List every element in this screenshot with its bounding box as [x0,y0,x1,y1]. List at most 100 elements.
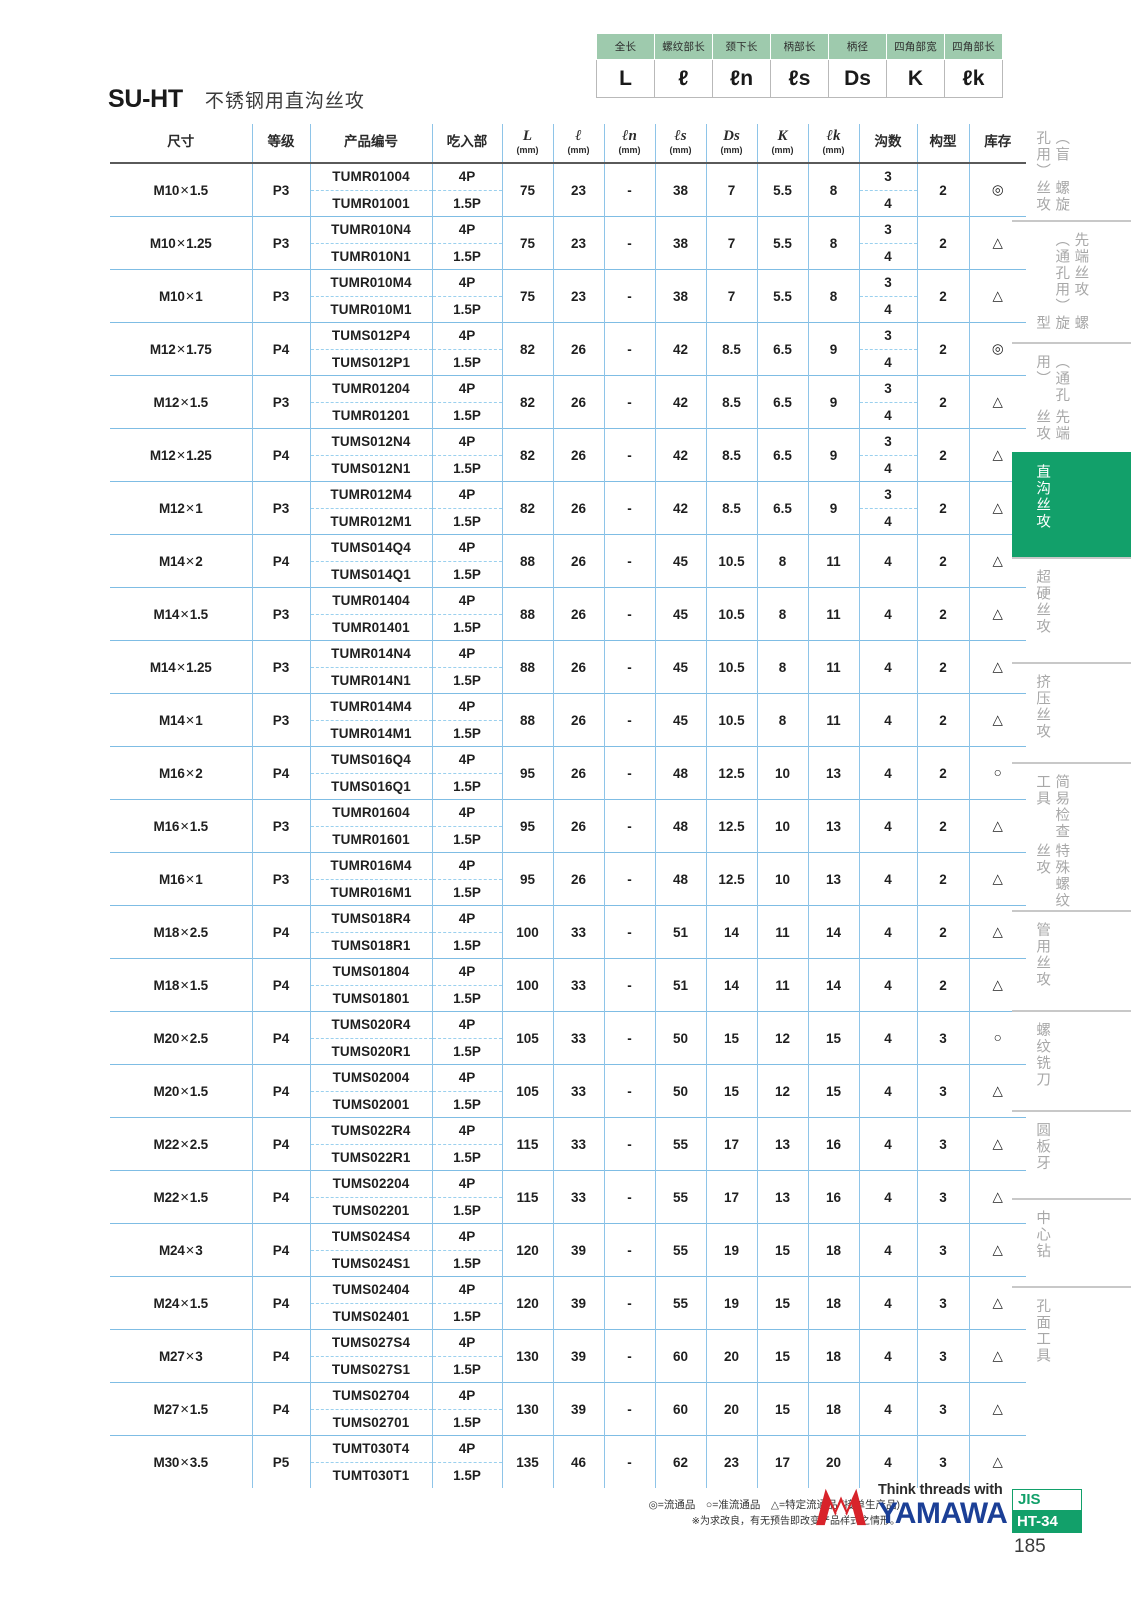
cell-length-ls: 60 [654,1382,706,1436]
cell-length-ln: - [603,534,655,588]
cell-grade: P3 [251,640,310,694]
cell-square-width-K: 12 [756,1011,808,1065]
chamfer-value: 1.5P [432,402,502,428]
cell-product-codes: TUMS01804 TUMS01801 [309,958,432,1012]
rail-item-2[interactable]: 先端丝攻 （通孔用） [1012,342,1131,452]
table-row: M22×1.5 P4 TUMS02204 TUMS02201 4P 1.5P 115 33-5… [110,1170,1026,1224]
cell-construction-type: 2 [916,534,969,588]
column-header-4: L (mm) [501,124,553,165]
table-row: M20×1.5 P4 TUMS02004 TUMS02001 4P 1.5P 105 33-5… [110,1064,1026,1118]
cell-length-L: 88 [501,640,553,694]
cell-construction-type: 3 [916,1223,969,1277]
cell-length-L: 120 [501,1276,553,1330]
rail-item-11[interactable]: 孔面工具 [1012,1286,1131,1376]
chamfer-value: 4P [458,964,476,980]
cell-product-codes: TUMR014N4 TUMR014N1 [309,640,432,694]
cell-stock-status: △ [968,1435,1026,1489]
product-code: TUMR01604 [332,805,410,821]
cell-stock-status: ○ [968,746,1026,800]
cell-product-codes: TUMR01404 TUMR01401 [309,587,432,641]
cell-chamfer-lengths: 4P 1.5P [431,1223,502,1277]
rail-item-9[interactable]: 圆板牙 [1012,1110,1131,1198]
cell-flute-count: 4 [858,587,917,641]
cell-construction-type: 3 [916,1170,969,1224]
column-header-6: ℓn (mm) [603,124,655,165]
cell-product-codes: TUMS014Q4 TUMS014Q1 [309,534,432,588]
chamfer-value: 4P [458,858,476,874]
cell-length-L: 130 [501,1329,553,1383]
cell-stock-status: △ [968,958,1026,1012]
chamfer-value: 1.5P [432,1303,502,1329]
column-header-label: 尺寸 [167,134,195,149]
cell-product-codes: TUMS02004 TUMS02001 [309,1064,432,1118]
column-header-0: 尺寸 [110,124,252,165]
column-header-9: K (mm) [756,124,808,165]
cell-chamfer-lengths: 4P 1.5P [431,693,502,747]
product-code: TUMS02001 [310,1091,432,1117]
cell-length-ls: 48 [654,746,706,800]
column-header-11: 沟数 [858,124,917,165]
chamfer-value: 4P [458,275,476,291]
product-code: TUMS027S4 [331,1335,411,1351]
cell-length-l: 26 [552,534,604,588]
cell-length-l: 26 [552,640,604,694]
cell-shank-dia-Ds: 19 [705,1276,757,1330]
column-header-unit: (mm) [771,144,794,155]
cell-square-width-K: 11 [756,905,808,959]
cell-construction-type: 2 [916,481,969,535]
cell-length-l: 33 [552,1117,604,1171]
cell-stock-status: ○ [968,1011,1026,1065]
product-code: TUMR010M1 [310,296,432,322]
cell-product-codes: TUMR01604 TUMR01601 [309,799,432,853]
flute-count-value: 4 [859,190,917,216]
cell-length-ln: - [603,1064,655,1118]
rail-item-10[interactable]: 中心钻 [1012,1198,1131,1286]
product-code: TUMR010N4 [331,222,411,238]
cell-square-length-lk: 18 [807,1223,859,1277]
rail-item-4[interactable]: 超硬丝攻 [1012,557,1131,662]
cell-product-codes: TUMS02704 TUMS02701 [309,1382,432,1436]
product-code: TUMR014N4 [331,646,411,662]
product-series-name: 不锈钢用直沟丝攻 [204,91,365,112]
cell-flute-count: 4 [858,1117,917,1171]
rail-item-6[interactable]: 特殊螺纹丝攻 简易检查工具 [1012,762,1131,910]
cell-thread-size: M18×2.5 [110,905,252,959]
cell-shank-dia-Ds: 15 [705,1064,757,1118]
rail-item-3[interactable]: 直沟丝攻 [1012,452,1131,557]
rail-item-0[interactable]: 螺旋丝攻 （盲孔用） [1012,120,1131,220]
cell-product-codes: TUMR01204 TUMR01201 [309,375,432,429]
cell-square-length-lk: 14 [807,958,859,1012]
cell-construction-type: 3 [916,1382,969,1436]
cell-thread-size: M14×1.5 [110,587,252,641]
cell-square-width-K: 15 [756,1276,808,1330]
chamfer-value: 1.5P [432,826,502,852]
rail-item-7[interactable]: 管用丝攻 [1012,910,1131,1010]
cell-length-L: 105 [501,1064,553,1118]
rail-item-label: 孔面工具 [1034,1298,1051,1364]
chamfer-value: 4P [458,381,476,397]
cell-stock-status: △ [968,1276,1026,1330]
rail-item-8[interactable]: 螺纹铣刀 [1012,1010,1131,1110]
cell-grade: P3 [251,216,310,270]
table-row: M18×1.5 P4 TUMS01804 TUMS01801 4P 1.5P 100 33-5… [110,958,1026,1012]
cell-chamfer-lengths: 4P 1.5P [431,269,502,323]
cell-grade: P3 [251,587,310,641]
column-header-label: K [777,128,788,144]
rail-item-5[interactable]: 挤压丝攻 [1012,662,1131,762]
cell-construction-type: 3 [916,1435,969,1489]
column-header-label: 沟数 [874,134,902,149]
column-header-2: 产品编号 [309,124,432,165]
cell-construction-type: 2 [916,216,969,270]
cell-length-ls: 55 [654,1170,706,1224]
cell-length-l: 26 [552,428,604,482]
cell-length-L: 100 [501,905,553,959]
cell-square-width-K: 6.5 [756,428,808,482]
flute-count-value: 3 [884,434,892,450]
chamfer-value: 4P [458,1123,476,1139]
column-header-label: ℓk [826,128,841,144]
cell-length-l: 26 [552,852,604,906]
cell-length-l: 33 [552,1064,604,1118]
rail-item-1[interactable]: 螺旋型 先端丝攻（通孔用） [1012,220,1131,342]
cell-length-ls: 42 [654,428,706,482]
product-code: TUMS01804 [332,964,410,980]
